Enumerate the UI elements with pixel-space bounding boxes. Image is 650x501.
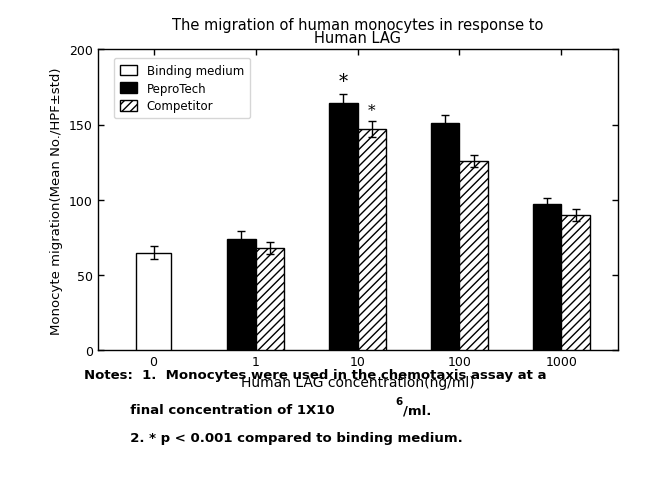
Bar [460,161,488,351]
Text: 2. * p < 0.001 compared to binding medium.: 2. * p < 0.001 compared to binding mediu… [84,431,463,444]
Y-axis label: Monocyte migration(Mean No./HPF±std): Monocyte migration(Mean No./HPF±std) [50,67,63,334]
Bar [358,130,386,351]
Text: The migration of human monocytes in response to: The migration of human monocytes in resp… [172,18,543,33]
Legend: Binding medium, PeproTech, Competitor: Binding medium, PeproTech, Competitor [114,59,250,119]
Bar [533,205,562,351]
X-axis label: Human LAG concentration(ng/ml): Human LAG concentration(ng/ml) [240,375,474,389]
Text: /ml.: /ml. [403,403,432,416]
Text: *: * [368,104,376,118]
Text: final concentration of 1X10: final concentration of 1X10 [84,403,335,416]
Bar [562,215,590,351]
Bar [227,239,255,351]
Bar [329,104,358,351]
Text: 6: 6 [395,396,402,406]
Text: Human LAG: Human LAG [314,31,401,46]
Bar [431,124,460,351]
Text: *: * [339,73,348,91]
Bar [136,253,171,351]
Bar [255,248,284,351]
Text: Notes:  1.  Monocytes were used in the chemotaxis assay at a: Notes: 1. Monocytes were used in the che… [84,368,547,381]
